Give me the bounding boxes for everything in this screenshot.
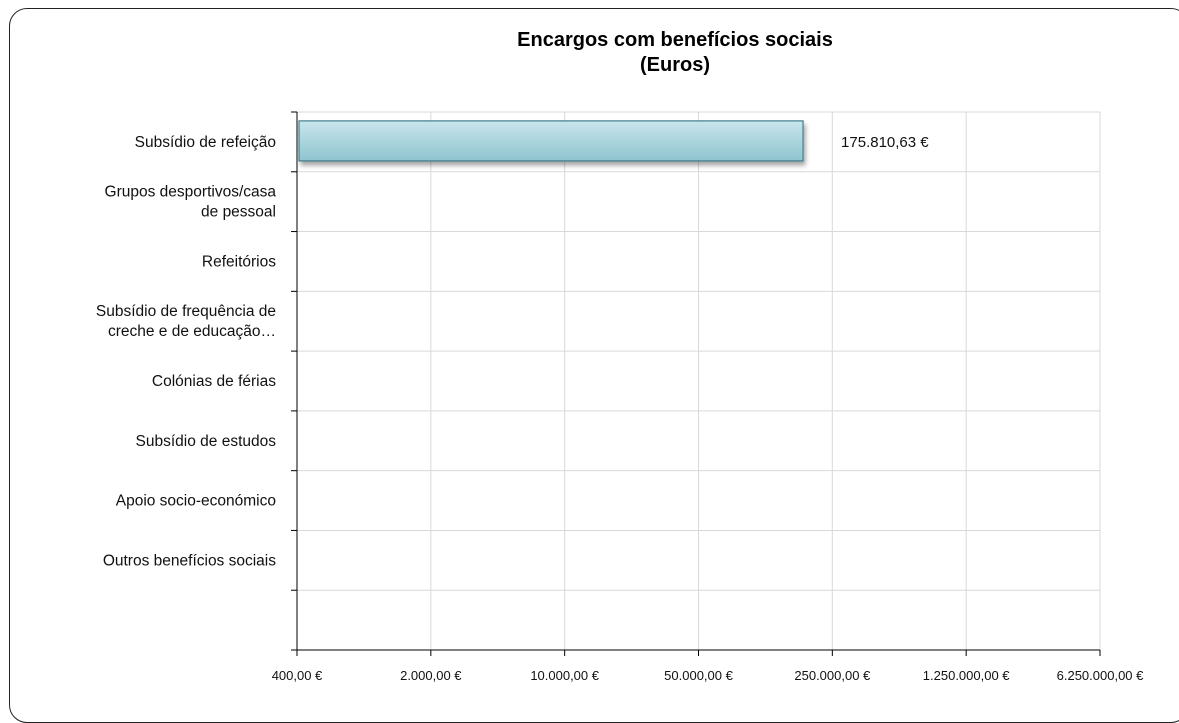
category-label: de pessoal bbox=[201, 204, 276, 221]
x-tick-label: 2.000,00 € bbox=[400, 668, 462, 683]
category-label: Subsídio de estudos bbox=[136, 433, 277, 450]
category-label: creche e de educação… bbox=[108, 323, 276, 340]
category-label: Subsídio de frequência de bbox=[96, 303, 276, 320]
category-label: Subsídio de refeição bbox=[135, 134, 276, 151]
chart-title: Encargos com benefícios sociais (Euros) bbox=[300, 28, 1050, 78]
x-tick-label: 250.000,00 € bbox=[794, 668, 871, 683]
bar bbox=[298, 120, 804, 162]
x-tick-label: 1.250.000,00 € bbox=[923, 668, 1011, 683]
category-label: Grupos desportivos/casa bbox=[105, 184, 277, 201]
x-tick-label: 6.250.000,00 € bbox=[1057, 668, 1145, 683]
x-tick-label: 10.000,00 € bbox=[530, 668, 599, 683]
category-label: Apoio socio-económico bbox=[116, 493, 276, 510]
chart-subtitle: (Euros) bbox=[640, 54, 710, 76]
data-label: 175.810,63 € bbox=[841, 134, 929, 151]
category-label: Colónias de férias bbox=[152, 373, 276, 390]
x-tick-label: 400,00 € bbox=[272, 668, 323, 683]
chart-title-main: Encargos com benefícios sociais bbox=[517, 29, 833, 51]
x-tick-label: 50.000,00 € bbox=[664, 668, 733, 683]
category-label: Outros benefícios sociais bbox=[103, 552, 276, 569]
category-label: Refeitórios bbox=[202, 253, 276, 270]
